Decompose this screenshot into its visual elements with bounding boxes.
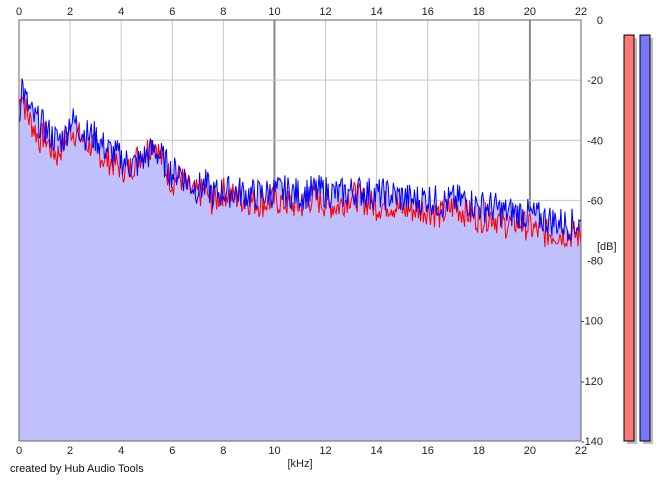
x-tick-label: 10 <box>268 6 280 18</box>
x-tick-label: 4 <box>118 445 124 457</box>
x-tick-label: 22 <box>575 6 587 18</box>
x-tick-label: 12 <box>319 6 331 18</box>
y-tick-labels: 0 -20 -40 -60 -80 -100 -120 -140 <box>581 15 603 448</box>
y-tick-label: -60 <box>587 195 603 207</box>
x-tick-label: 16 <box>422 445 434 457</box>
x-tick-label: 2 <box>67 445 73 457</box>
x-tick-label: 22 <box>575 445 587 457</box>
x-tick-label: 20 <box>524 445 536 457</box>
x-tick-label: 0 <box>16 445 22 457</box>
x-tick-label: 6 <box>169 6 175 18</box>
y-tick-label: -80 <box>587 256 603 268</box>
series-line-2 <box>18 78 582 241</box>
x-tick-label: 18 <box>473 6 485 18</box>
y-axis-label: [dB] <box>597 241 617 253</box>
spectrum-area <box>19 78 581 442</box>
x-tick-label: 14 <box>371 6 383 18</box>
x-tick-labels-bottom: 0 2 4 6 8 10 12 14 16 18 20 22 <box>16 445 587 457</box>
x-tick-label: 20 <box>524 6 536 18</box>
x-tick-label: 12 <box>319 445 331 457</box>
spectrum-lines <box>18 78 582 248</box>
x-tick-labels-top: 0 2 4 6 8 10 12 14 16 18 20 22 <box>16 6 587 18</box>
plot-border <box>18 19 582 442</box>
y-tick-label: -140 <box>581 436 603 448</box>
y-tick-label: -20 <box>587 75 603 87</box>
x-tick-label: 6 <box>169 445 175 457</box>
x-tick-label: 14 <box>371 445 383 457</box>
y-tick-label: -100 <box>581 316 603 328</box>
spectrum-fill <box>19 78 581 442</box>
x-tick-label: 8 <box>220 6 226 18</box>
x-tick-label: 18 <box>473 445 485 457</box>
credit-text: created by Hub Audio Tools <box>10 463 144 475</box>
level-meter-bar <box>639 34 651 442</box>
level-meters <box>623 34 653 445</box>
x-tick-label: 0 <box>16 6 22 18</box>
x-tick-label: 2 <box>67 6 73 18</box>
y-tick-label: -40 <box>587 135 603 147</box>
level-meter-bar <box>623 34 635 442</box>
y-tick-label: 0 <box>597 15 603 27</box>
x-tick-label: 10 <box>268 445 280 457</box>
x-axis-label: [kHz] <box>287 458 312 470</box>
y-tick-label: -120 <box>581 376 603 388</box>
plot-frame <box>18 19 582 442</box>
x-tick-label: 16 <box>422 6 434 18</box>
x-tick-label: 4 <box>118 6 124 18</box>
x-tick-label: 8 <box>220 445 226 457</box>
